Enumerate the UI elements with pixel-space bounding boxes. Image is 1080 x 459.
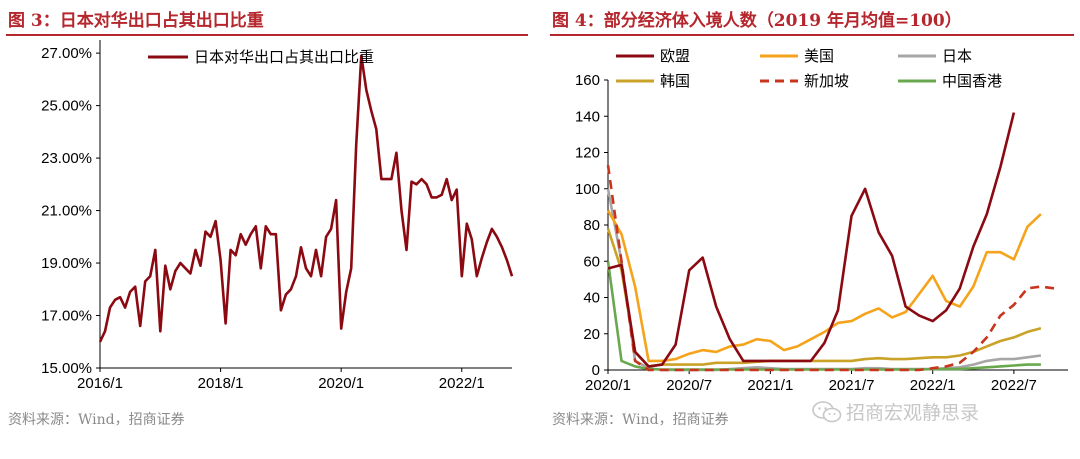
right-series-line — [607, 112, 1016, 368]
left-y-tick-label: 23.00% — [41, 150, 92, 167]
watermark: 招商宏观静思录 — [812, 398, 979, 425]
right-y-tick-label: 160 — [575, 72, 600, 89]
right-y-tick-label: 0 — [592, 362, 600, 379]
right-x-tick-label: 2021/7 — [829, 377, 875, 394]
right-series-line — [606, 165, 1055, 372]
right-y-tick-label: 60 — [583, 253, 600, 270]
right-legend-label: 新加坡 — [804, 72, 849, 90]
left-title-rule — [6, 34, 528, 36]
left-chart: 15.00% 17.00% 19.00% 21.00% 23.00% 25.00% 27.0… — [41, 40, 514, 392]
left-x-tick-label: 2022/1 — [439, 375, 485, 392]
wechat-icon — [812, 401, 842, 423]
left-panel-title: 图 3：日本对华出口占其出口比重 — [8, 11, 264, 31]
right-series-line — [606, 209, 1042, 363]
left-x-tick-label: 2020/1 — [318, 375, 364, 392]
right-y-tick-label: 20 — [583, 326, 600, 343]
right-x-tick-label: 2020/1 — [585, 377, 631, 394]
right-y-tick-label: 140 — [575, 108, 600, 125]
left-y-tick-label: 15.00% — [41, 360, 92, 377]
left-y-tick-label: 19.00% — [41, 255, 92, 272]
right-y-tick-label: 80 — [583, 217, 600, 234]
right-x-tick-label: 2020/7 — [666, 377, 712, 394]
left-y-tick-label: 21.00% — [41, 203, 92, 220]
right-source: 资料来源：Wind，招商证券 — [552, 412, 729, 428]
right-y-tick-label: 100 — [575, 181, 600, 198]
right-x-tick-label: 2022/1 — [910, 377, 956, 394]
right-series-line — [606, 228, 1042, 368]
left-series-line — [98, 54, 514, 343]
left-y-tick-label: 17.00% — [41, 308, 92, 325]
right-panel-title: 图 4：部分经济体入境人数（2019 年月均值=100） — [552, 11, 962, 31]
right-legend-label: 韩国 — [660, 72, 690, 90]
right-x-tick-label: 2021/1 — [747, 377, 793, 394]
left-legend-label: 日本对华出口占其出口比重 — [194, 48, 374, 66]
right-y-tick-label: 40 — [583, 290, 600, 307]
right-legend-label: 日本 — [942, 47, 972, 65]
left-y-tick-label: 25.00% — [41, 98, 92, 115]
left-source: 资料来源：Wind，招商证券 — [8, 412, 185, 428]
right-x-tick-label: 2022/7 — [991, 377, 1037, 394]
watermark-text: 招商宏观静思录 — [846, 402, 980, 424]
right-legend-label: 美国 — [804, 47, 834, 65]
left-x-tick-label: 2016/1 — [77, 375, 123, 392]
left-x-tick-label: 2018/1 — [198, 375, 244, 392]
left-y-tick-label: 27.00% — [41, 45, 92, 62]
right-y-tick-label: 120 — [575, 145, 600, 162]
right-chart: 0 20 40 60 80 100 120 140 160 2020/1 2020/7 2021/1 2… — [575, 47, 1068, 394]
right-legend-label: 欧盟 — [660, 47, 690, 65]
right-legend-label: 中国香港 — [942, 72, 1002, 90]
right-title-rule — [550, 34, 1074, 36]
